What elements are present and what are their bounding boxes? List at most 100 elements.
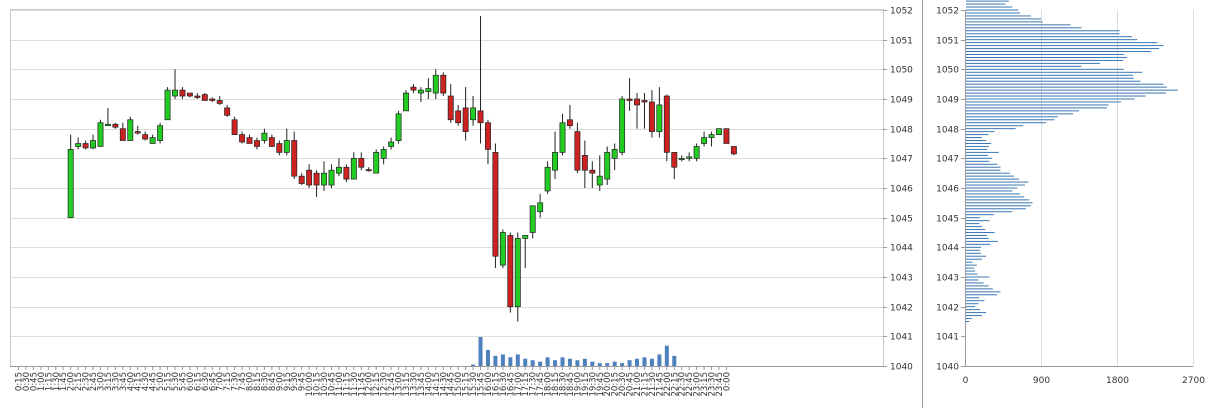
time-tick-label: 9:45: [298, 372, 308, 391]
candle-body: [283, 140, 290, 153]
candle-body: [514, 238, 521, 308]
candle-body: [328, 169, 335, 186]
profile-bar: [966, 137, 982, 139]
profile-bar: [966, 77, 1134, 79]
profile-bar: [966, 199, 1030, 201]
time-tick-label: 22:45: [685, 372, 695, 397]
candle-body: [350, 157, 357, 180]
profile-bar: [966, 163, 998, 165]
time-tick-label: 4:15: [134, 372, 144, 391]
time-tick-label: 20:45: [626, 372, 636, 397]
time-tick-label: 14:00: [424, 372, 434, 397]
time-tick-label: 18:15: [551, 372, 561, 397]
volume-bars: [471, 337, 677, 366]
candle-body: [485, 122, 491, 150]
profile-bar: [966, 122, 1047, 124]
candle-body: [365, 169, 372, 172]
volume-bar: [612, 361, 617, 366]
candle-body: [716, 128, 722, 135]
candle-body: [119, 128, 126, 141]
time-tick-label: 17:45: [536, 372, 546, 397]
profile-bar: [966, 3, 1006, 5]
time-tick-label: 6:00: [186, 372, 196, 391]
time-tick-label: 6:45: [208, 372, 218, 391]
profile-bar: [966, 74, 1134, 76]
profile-price-tick-label: 1041: [936, 333, 959, 343]
candle-body: [522, 235, 529, 239]
profile-bar: [966, 62, 1101, 64]
time-tick-label: 13:45: [417, 372, 427, 397]
time-tick-label: 18:45: [566, 372, 576, 397]
profile-bar: [966, 86, 1167, 88]
candle-body: [544, 166, 551, 192]
candle-body: [663, 95, 670, 153]
candle-body: [224, 107, 231, 116]
profile-bar: [966, 240, 998, 242]
price-tick-label: 1046: [890, 185, 913, 195]
time-tick-label: 13:15: [402, 372, 412, 397]
candle-body: [172, 89, 178, 97]
time-tick-label: 0:30: [22, 372, 32, 391]
candle-body: [611, 149, 618, 159]
profile-volume-tick-label: 2700: [1182, 376, 1205, 386]
candle-body: [537, 202, 544, 213]
volume-bar: [471, 364, 476, 366]
candle-body: [574, 131, 581, 171]
time-tick-label: 2:15: [74, 372, 84, 391]
time-tick-label: 1:00: [37, 372, 47, 391]
profile-bar: [966, 226, 982, 228]
time-tick-label: 21:00: [633, 372, 643, 397]
volume-bar: [530, 360, 535, 366]
time-tick-label: 2:45: [89, 372, 99, 391]
time-tick-label: 23:15: [700, 372, 710, 397]
candle-body: [90, 140, 96, 149]
candle-body: [507, 235, 514, 308]
time-tick-label: 8:45: [268, 372, 278, 391]
time-tick-label: 22:00: [663, 372, 673, 397]
profile-bar: [966, 294, 998, 296]
candle-body: [343, 166, 350, 180]
profile-bar: [966, 83, 1164, 85]
profile-bar: [966, 101, 1122, 103]
profile-bar: [966, 110, 1079, 112]
profile-bar: [966, 151, 999, 153]
profile-bar: [966, 65, 1082, 67]
candle-body: [179, 89, 186, 97]
volume-bar: [523, 358, 528, 366]
candles: [67, 15, 737, 322]
profile-bar: [966, 279, 979, 281]
candle-body: [231, 119, 238, 135]
profile-bar: [966, 309, 981, 311]
candle-body: [201, 94, 208, 101]
time-tick-label: 3:45: [119, 372, 129, 391]
candle-body: [403, 92, 409, 112]
profile-bar: [966, 181, 1029, 183]
profile-bar: [966, 303, 979, 305]
profile-bar: [966, 166, 1001, 168]
candle-body: [730, 146, 737, 155]
time-tick-label: 23:30: [708, 372, 718, 397]
profile-bar: [966, 246, 982, 248]
time-tick-label: 12:00: [365, 372, 375, 397]
candle-body: [693, 146, 700, 159]
profile-bar: [966, 125, 1024, 127]
candle-body: [373, 152, 380, 174]
price-tick-label: 1041: [890, 333, 913, 343]
time-tick-label: 11:00: [335, 372, 345, 397]
time-tick-label: 5:15: [164, 372, 174, 391]
time-tick-label: 16:30: [499, 372, 509, 397]
candle-body: [604, 152, 611, 180]
profile-bar: [966, 42, 1158, 44]
candle-body: [410, 86, 417, 91]
time-tick-label: 13:00: [395, 372, 405, 397]
profile-bar: [966, 214, 994, 216]
volume-bar: [515, 354, 520, 366]
candle-body: [194, 95, 201, 98]
time-tick-label: 5:30: [171, 372, 181, 391]
candle-body: [462, 107, 469, 132]
candle-body: [209, 98, 216, 101]
profile-bar: [966, 160, 990, 162]
time-tick-label: 10:30: [320, 372, 330, 397]
time-tick-label: 12:45: [387, 372, 397, 397]
candle-body: [157, 125, 164, 141]
